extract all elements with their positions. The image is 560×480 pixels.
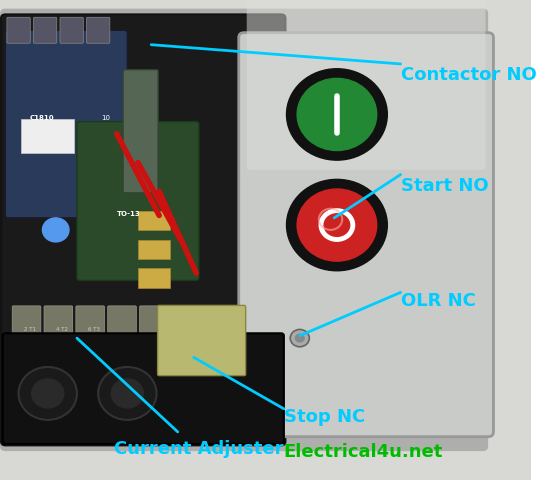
Text: 2 T1: 2 T1 [24,326,36,331]
Bar [138,269,170,288]
Circle shape [111,379,143,408]
FancyBboxPatch shape [157,306,246,376]
Text: OLR NC: OLR NC [400,292,475,310]
Circle shape [287,70,388,161]
Circle shape [98,367,157,420]
FancyBboxPatch shape [60,18,83,44]
Text: 10: 10 [101,115,110,120]
FancyBboxPatch shape [1,15,286,445]
Circle shape [287,180,388,271]
Circle shape [297,79,377,151]
Text: Electrical4u.net: Electrical4u.net [284,442,443,460]
Circle shape [18,367,77,420]
FancyBboxPatch shape [247,0,486,170]
FancyBboxPatch shape [7,18,30,44]
Text: Current Adjuster: Current Adjuster [114,439,283,457]
FancyBboxPatch shape [34,18,57,44]
Text: C1810: C1810 [29,115,54,120]
Text: Contactor NO: Contactor NO [400,66,536,84]
Text: TO-13: TO-13 [116,211,141,216]
Text: 6 T3: 6 T3 [87,326,100,331]
Text: Start NO: Start NO [400,177,488,194]
FancyBboxPatch shape [0,10,488,451]
Bar [138,240,170,259]
FancyBboxPatch shape [5,31,127,218]
Circle shape [290,330,309,347]
FancyBboxPatch shape [86,18,110,44]
FancyBboxPatch shape [44,306,73,337]
FancyBboxPatch shape [139,306,168,337]
Bar [138,211,170,230]
Circle shape [32,379,64,408]
FancyBboxPatch shape [123,71,158,193]
Circle shape [43,218,69,242]
FancyBboxPatch shape [108,306,136,337]
Text: Stop NC: Stop NC [284,407,365,425]
FancyBboxPatch shape [76,306,105,337]
FancyBboxPatch shape [12,306,41,337]
FancyBboxPatch shape [239,34,493,437]
Text: 4 T2: 4 T2 [55,326,68,331]
Circle shape [296,335,304,342]
Circle shape [297,190,377,262]
Bar [21,120,74,154]
FancyBboxPatch shape [3,334,284,444]
FancyBboxPatch shape [77,122,199,281]
